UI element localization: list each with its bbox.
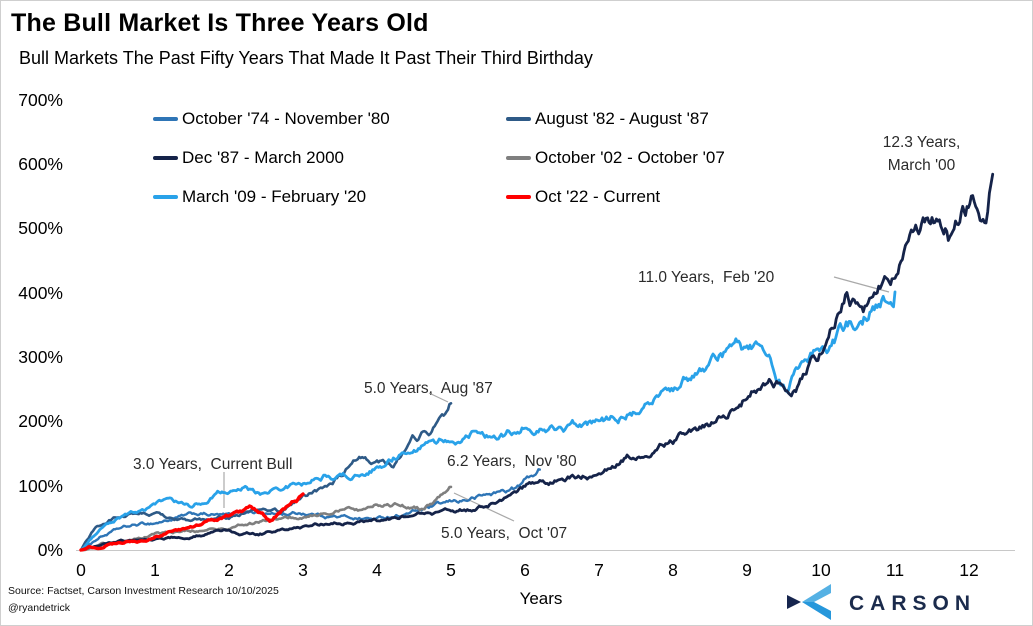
x-tick-label: 10 [811, 560, 831, 580]
series-end-annotation-3: 5.0 Years, Aug '87 [364, 380, 493, 397]
y-tick-label: 0% [37, 540, 63, 560]
x-tick-label: 8 [668, 560, 678, 580]
series-line-3 [79, 172, 995, 552]
page-subtitle: Bull Markets The Past Fifty Years That M… [19, 48, 593, 68]
legend-item-2: August '82 - August '87 [506, 108, 725, 130]
x-tick-label: 3 [298, 560, 308, 580]
x-tick-label: 7 [594, 560, 604, 580]
annotation-leader-line [428, 392, 449, 403]
legend-swatch-icon [506, 156, 531, 160]
legend-swatch-icon [506, 195, 531, 199]
y-tick-label: 300% [18, 346, 63, 367]
x-tick-label: 12 [959, 560, 979, 580]
series-line-1 [79, 468, 541, 552]
y-tick-label: 700% [18, 89, 63, 110]
series-line-5 [79, 290, 897, 552]
legend-label: Oct '22 - Current [535, 187, 661, 206]
source-attribution: Source: Factset, Carson Investment Resea… [8, 585, 279, 597]
carson-logo-icon [787, 584, 831, 620]
author-handle: @ryandetrick [8, 602, 71, 614]
y-tick-label: 500% [18, 218, 63, 239]
series-end-annotation-4: 6.2 Years, Nov '80 [447, 453, 577, 470]
legend-item-3: Dec '87 - March 2000 [153, 147, 506, 169]
legend-item-5: March '09 - February '20 [153, 186, 506, 208]
legend-swatch-icon [153, 156, 178, 160]
x-tick-label: 5 [446, 560, 456, 580]
series-end-annotation-6: 5.0 Years, Oct '07 [441, 525, 568, 542]
x-axis-title: Years [519, 589, 563, 608]
x-tick-label: 9 [742, 560, 752, 580]
series-end-annotation-5: 3.0 Years, Current Bull [133, 456, 293, 473]
legend-swatch-icon [153, 117, 178, 121]
y-tick-label: 200% [18, 411, 63, 432]
x-tick-label: 2 [224, 560, 234, 580]
x-tick-label: 11 [885, 560, 905, 580]
x-tick-label: 6 [520, 560, 530, 580]
legend-label: August '82 - August '87 [535, 109, 709, 128]
page-title: The Bull Market Is Three Years Old [11, 9, 429, 37]
x-tick-label: 4 [372, 560, 382, 580]
legend-label: October '02 - October '07 [535, 148, 725, 167]
y-tick-label: 400% [18, 282, 63, 303]
series-line-2 [79, 402, 453, 552]
legend-swatch-icon [153, 195, 178, 199]
series-end-annotation-1: 12.3 Years, March '00 [882, 134, 961, 174]
legend-item-4: October '02 - October '07 [506, 147, 725, 169]
y-tick-label: 100% [18, 475, 63, 496]
x-tick-label: 0 [76, 560, 86, 580]
legend-item-6: Oct '22 - Current [506, 186, 725, 208]
series-line-4 [79, 485, 453, 552]
chart-legend: October '74 - November '80 August '82 - A… [153, 108, 725, 208]
series-line-6 [79, 492, 305, 552]
legend-swatch-icon [506, 117, 531, 121]
legend-item-1: October '74 - November '80 [153, 108, 506, 130]
legend-label: Dec '87 - March 2000 [182, 148, 344, 167]
carson-logo-text: CARSON [849, 592, 977, 615]
series-end-annotation-2: 11.0 Years, Feb '20 [638, 269, 775, 286]
legend-label: October '74 - November '80 [182, 109, 390, 128]
legend-label: March '09 - February '20 [182, 187, 367, 206]
y-tick-label: 600% [18, 153, 63, 174]
x-tick-label: 1 [150, 560, 160, 580]
